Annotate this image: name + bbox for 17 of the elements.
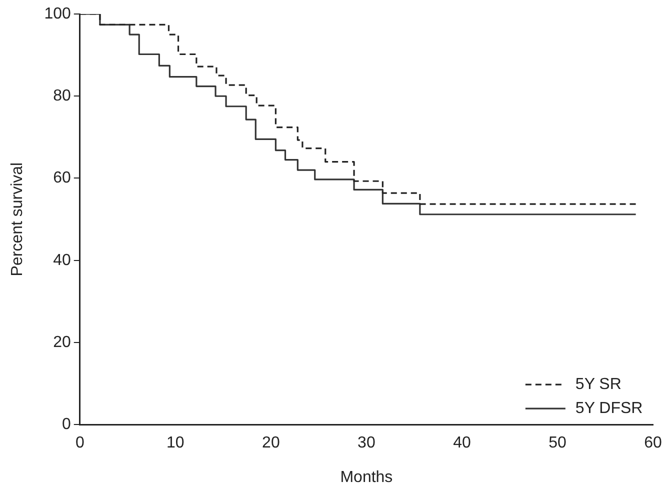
x-tick-label: 50 [548, 434, 566, 452]
x-tick-label: 60 [644, 434, 662, 452]
y-tick-label: 60 [53, 170, 71, 187]
legend-label: 5Y SR [575, 376, 622, 394]
x-tick-label: 0 [75, 434, 84, 452]
x-tick-label: 10 [166, 434, 184, 452]
x-axis-title: Months [340, 468, 393, 486]
y-tick-label: 80 [53, 88, 71, 105]
y-axis-title: Percent survival [9, 162, 26, 276]
x-tick-label: 40 [453, 434, 471, 452]
y-tick-label: 0 [62, 416, 71, 434]
y-tick-label: 100 [44, 5, 71, 22]
x-tick-label: 30 [358, 434, 376, 452]
x-tick-label: 20 [262, 434, 280, 452]
legend-label: 5Y DFSR [575, 400, 643, 418]
y-tick-label: 40 [53, 252, 71, 269]
y-tick-label: 20 [53, 334, 71, 351]
